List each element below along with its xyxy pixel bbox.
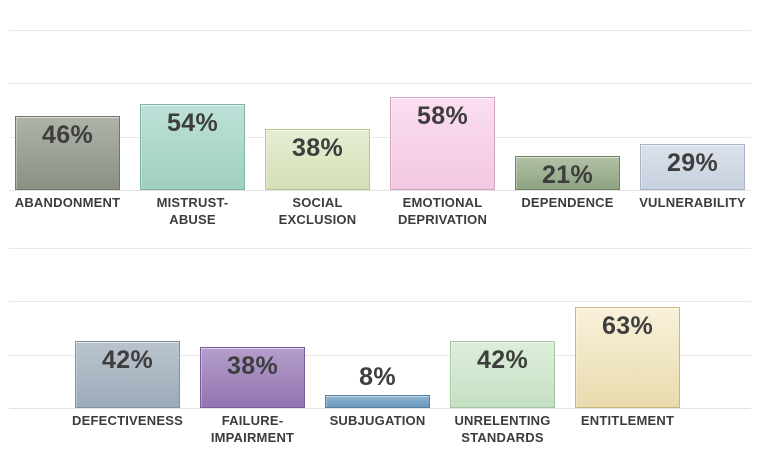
- category-label: DEPENDENCE: [521, 195, 614, 210]
- bar-vulnerability: [640, 144, 745, 190]
- bar-emotional-deprivation: [390, 97, 495, 190]
- bar-subjugation: [325, 395, 430, 408]
- gridline: [9, 248, 751, 249]
- value-label: 21%: [542, 161, 593, 189]
- value-label: 38%: [292, 134, 343, 162]
- category-label: ABANDONMENT: [14, 195, 121, 210]
- gridline: [9, 408, 751, 409]
- bar-dependence: [515, 156, 620, 190]
- category-label: VULNERABILITY: [639, 195, 746, 210]
- category-label: SOCIAL EXCLUSION: [278, 195, 357, 227]
- gridline: [9, 137, 751, 138]
- category-label: DEFECTIVENESS: [72, 413, 183, 428]
- category-label: FAILURE- IMPAIRMENT: [210, 413, 295, 445]
- bar-entitlement: [575, 307, 680, 408]
- gridline: [9, 301, 751, 302]
- value-label: 42%: [477, 346, 528, 374]
- value-label: 58%: [417, 102, 468, 130]
- value-label: 42%: [102, 346, 153, 374]
- category-label: ENTITLEMENT: [580, 413, 675, 428]
- bar-defectiveness: [75, 341, 180, 408]
- value-label: 63%: [602, 312, 653, 340]
- bar-unrelenting-standards: [450, 341, 555, 408]
- value-label: 38%: [227, 352, 278, 380]
- category-label: UNRELENTING STANDARDS: [454, 413, 551, 445]
- bar-failure-impairment: [200, 347, 305, 408]
- gridline: [9, 30, 751, 31]
- bar-social-exclusion: [265, 129, 370, 190]
- value-label: 46%: [42, 121, 93, 149]
- gridline: [9, 355, 751, 356]
- category-label: SUBJUGATION: [329, 413, 426, 428]
- value-label: 8%: [359, 363, 396, 391]
- value-label: 54%: [167, 109, 218, 137]
- bar-abandonment: [15, 116, 120, 190]
- gridline: [9, 83, 751, 84]
- gridline: [9, 190, 751, 191]
- value-label: 29%: [667, 149, 718, 177]
- bar-mistrust-abuse: [140, 104, 245, 190]
- category-label: MISTRUST- ABUSE: [156, 195, 229, 227]
- category-label: EMOTIONAL DEPRIVATION: [397, 195, 488, 227]
